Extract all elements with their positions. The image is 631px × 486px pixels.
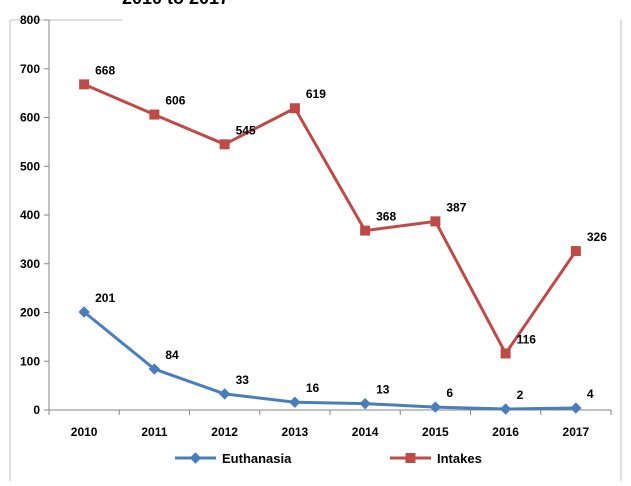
y-tick-label: 700: [20, 62, 40, 76]
euthanasia-data-point: [429, 401, 442, 413]
x-tick-label: 2015: [422, 425, 449, 439]
euthanasia-data-point: [148, 363, 161, 375]
y-tick-label: 600: [20, 111, 40, 125]
legend-label: Intakes: [437, 451, 482, 466]
euthanasia-data-label: 16: [306, 381, 320, 395]
intakes-data-label: 368: [376, 210, 396, 224]
legend-item-intakes: Intakes: [390, 451, 482, 466]
intakes-data-label: 387: [446, 200, 466, 214]
y-tick-label: 200: [20, 306, 40, 320]
x-tick-label: 2017: [563, 425, 590, 439]
euthanasia-data-point: [359, 397, 371, 410]
y-tick-label: 300: [20, 257, 40, 271]
intakes-data-point: [289, 103, 300, 114]
legend-label: Euthanasia: [222, 451, 292, 466]
y-tick-label: 400: [20, 208, 40, 222]
euthanasia-data-point: [78, 306, 90, 318]
x-tick-label: 2016: [492, 425, 519, 439]
euthanasia-series-line: [83, 310, 576, 411]
euthanasia-data-label: 201: [95, 291, 115, 305]
euthanasia-data-point: [499, 403, 512, 415]
x-tick-label: 2011: [141, 425, 167, 439]
intakes-data-point: [360, 225, 371, 236]
legend-swatch-marker: [405, 453, 416, 463]
intakes-data-label: 619: [306, 87, 326, 101]
chart-title: 2010 to 2017: [122, 0, 229, 8]
intakes-data-label: 606: [165, 94, 185, 108]
y-tick-label: 0: [33, 403, 40, 417]
intakes-data-label: 545: [236, 123, 256, 137]
intakes-data-point: [79, 79, 90, 90]
intakes-series-line: [83, 82, 578, 355]
legend-swatch-marker: [189, 452, 202, 464]
intakes-data-point: [500, 348, 511, 359]
intakes-data-point: [570, 246, 581, 257]
euthanasia-data-label: 84: [165, 348, 179, 362]
y-tick-label: 800: [20, 13, 40, 27]
y-tick-label: 100: [20, 354, 40, 368]
euthanasia-data-label: 4: [587, 387, 594, 401]
intakes-data-point: [219, 139, 230, 150]
euthanasia-data-label: 6: [446, 386, 453, 400]
intakes-data-point: [149, 109, 160, 120]
intakes-data-label: 668: [95, 63, 115, 77]
intakes-data-label: 326: [587, 230, 607, 244]
euthanasia-data-label: 33: [236, 373, 250, 387]
euthanasia-data-point: [218, 388, 231, 400]
intakes-data-point: [430, 216, 441, 227]
x-tick-label: 2012: [211, 425, 238, 439]
x-tick-label: 2014: [352, 425, 379, 439]
legend-item-euthanasia: Euthanasia: [175, 451, 292, 466]
euthanasia-data-point: [289, 396, 301, 408]
x-tick-label: 2013: [282, 425, 309, 439]
euthanasia-data-point: [570, 402, 582, 414]
intakes-data-label: 116: [517, 332, 537, 346]
euthanasia-data-label: 2: [517, 388, 524, 402]
euthanasia-data-label: 13: [376, 383, 390, 397]
y-tick-label: 500: [20, 159, 40, 173]
x-tick-label: 2010: [71, 425, 98, 439]
